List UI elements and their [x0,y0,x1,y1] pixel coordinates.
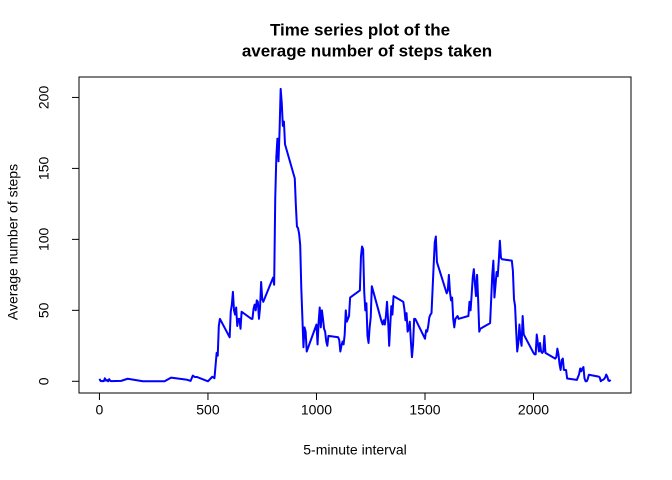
y-tick-label: 50 [36,302,52,318]
y-tick-label: 0 [36,377,52,385]
chart-title: average number of steps taken [242,41,492,60]
y-axis-label: Average number of steps [5,164,21,320]
x-tick-label: 0 [96,402,104,418]
x-tick-label: 1000 [301,402,332,418]
y-tick-label: 150 [36,157,52,181]
series-line [98,87,612,383]
y-tick-label: 100 [36,227,52,251]
x-tick-label: 2000 [518,402,549,418]
x-tick-label: 1500 [409,402,440,418]
x-axis-label: 5-minute interval [303,442,407,458]
chart-title: Time series plot of the [270,20,450,39]
y-tick-label: 200 [36,86,52,110]
x-tick-label: 500 [196,402,220,418]
